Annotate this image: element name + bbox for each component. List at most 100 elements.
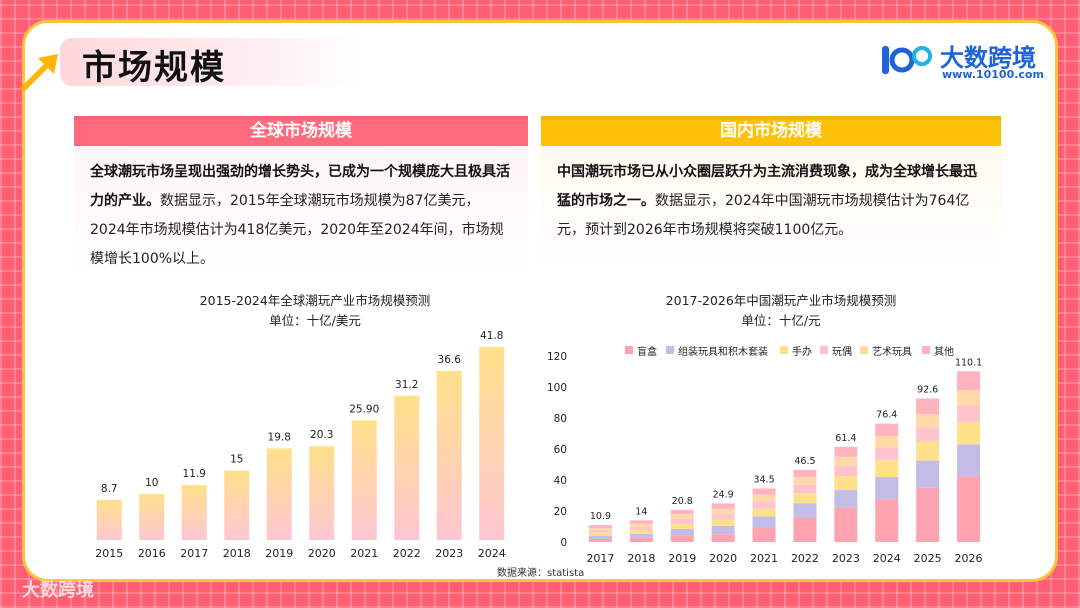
domestic-bar-segment (752, 494, 776, 502)
domestic-bar-segment (916, 414, 940, 428)
domestic-bar-segment (670, 514, 694, 519)
global-bar-label: 15 (230, 454, 243, 466)
domestic-bar-segment (588, 530, 612, 533)
domestic-total-label: 76.4 (876, 410, 897, 421)
global-bar-label: 41.8 (480, 330, 503, 342)
domestic-total-label: 20.8 (672, 496, 693, 507)
domestic-bar-segment (916, 487, 940, 542)
global-bar-label: 20.3 (310, 429, 333, 441)
global-bar-label: 25.90 (349, 403, 379, 415)
domestic-bar-segment (916, 398, 940, 415)
domestic-bar-segment (711, 534, 735, 542)
global-x-tick: 2017 (180, 547, 208, 560)
domestic-bar-segment (957, 444, 981, 477)
global-bar-label: 8.7 (101, 483, 118, 495)
global-bar (394, 395, 420, 540)
global-bar (139, 493, 165, 540)
domestic-bar-segment (834, 446, 858, 457)
domestic-bar-segment (957, 405, 981, 422)
domestic-bar-segment (957, 476, 981, 542)
legend-label: 玩偶 (832, 345, 852, 358)
domestic-bar-segment (629, 533, 653, 538)
watermark: 大数跨境 (22, 580, 94, 601)
domestic-bar-segment (588, 528, 612, 531)
domestic-bar-segment (916, 460, 940, 488)
domestic-x-tick: 2020 (709, 552, 737, 565)
global-bar-label: 11.9 (183, 468, 206, 480)
domestic-bar-segment (834, 507, 858, 542)
domestic-total-label: 110.1 (955, 357, 982, 368)
legend-swatch (820, 346, 828, 354)
domestic-total-label: 24.9 (713, 489, 734, 500)
global-x-tick: 2018 (223, 547, 251, 560)
domestic-bar-segment (670, 518, 694, 524)
legend-swatch (625, 346, 633, 354)
domestic-bar-segment (629, 523, 653, 527)
domestic-bar-segment (629, 526, 653, 530)
domestic-bar-segment (629, 529, 653, 534)
global-bar (224, 470, 250, 540)
domestic-x-tick: 2021 (750, 552, 778, 565)
legend-label: 其他 (934, 345, 954, 358)
legend-swatch (780, 346, 788, 354)
domestic-bar-segment (752, 501, 776, 509)
title-band (60, 38, 360, 86)
logo-icon (882, 46, 932, 74)
domestic-total-label: 46.5 (794, 456, 815, 467)
domestic-bar-segment (875, 435, 899, 448)
domestic-bar-segment (793, 484, 817, 494)
domestic-chart-title: 2017-2026年中国潮玩产业市场规模预测 (665, 293, 897, 308)
domestic-bar-segment (957, 421, 981, 445)
domestic-bar-segment (793, 503, 817, 518)
data-source: 数据来源：statista (497, 568, 585, 579)
global-x-tick: 2016 (138, 547, 166, 560)
legend-label: 组装玩具和积木套装 (678, 345, 768, 358)
domestic-bar-segment (875, 476, 899, 500)
domestic-bar-segment (752, 508, 776, 517)
legend-label: 艺术玩具 (872, 346, 912, 358)
domestic-bar-segment (834, 490, 858, 508)
global-bar (96, 499, 122, 540)
domestic-y-tick: 20 (554, 506, 567, 518)
global-x-tick: 2022 (393, 547, 421, 560)
global-bar (479, 346, 505, 540)
domestic-bar-segment (670, 535, 694, 542)
global-section-header: 全球市场规模 (74, 116, 528, 146)
global-bar (351, 420, 377, 540)
domestic-x-tick: 2024 (873, 552, 901, 565)
domestic-y-tick: 60 (554, 444, 567, 456)
domestic-y-tick: 80 (554, 413, 567, 425)
domestic-x-tick: 2026 (955, 552, 983, 565)
domestic-x-tick: 2023 (832, 552, 860, 565)
domestic-total-label: 61.4 (835, 433, 856, 444)
domestic-description-text: 数据显示，2024年中国潮玩市场规模估计为764亿元，预计到2026年市场规模将… (557, 193, 970, 238)
domestic-bar-segment (670, 528, 694, 536)
domestic-bar-segment (834, 456, 858, 467)
arrow-icon (20, 54, 58, 92)
domestic-x-tick: 2019 (668, 552, 696, 565)
domestic-bar-segment (752, 516, 776, 529)
domestic-total-label: 92.6 (917, 384, 938, 395)
domestic-y-tick: 100 (547, 382, 567, 394)
domestic-description-bold: 中国潮玩市场已从小众圈层跃升为主流消费现象，成为全球增长最迅猛的市场之一。 (557, 164, 977, 209)
domestic-chart-subtitle: 单位：十亿/元 (741, 313, 821, 328)
domestic-description: 中国潮玩市场已从小众圈层跃升为主流消费现象，成为全球增长最迅猛的市场之一。数据显… (541, 146, 1001, 274)
domestic-y-tick: 40 (554, 475, 567, 487)
domestic-x-tick: 2018 (627, 552, 655, 565)
domestic-bar-segment (793, 476, 817, 485)
global-x-tick: 2015 (95, 547, 123, 560)
domestic-x-tick: 2017 (586, 552, 614, 565)
legend-label: 手办 (792, 345, 812, 358)
domestic-bar-segment (793, 517, 817, 542)
domestic-bar-segment (588, 535, 612, 539)
domestic-bar-segment (916, 427, 940, 442)
global-description-bold: 全球潮玩市场呈现出强劲的增长势头，已成为一个规模庞大且极具活力的产业。 (90, 164, 510, 209)
global-x-tick: 2020 (308, 547, 336, 560)
global-x-tick: 2023 (435, 547, 463, 560)
domestic-x-tick: 2022 (791, 552, 819, 565)
domestic-x-tick: 2025 (914, 552, 942, 565)
domestic-bar-segment (629, 520, 653, 524)
domestic-bar-segment (957, 371, 981, 391)
domestic-bar-segment (793, 493, 817, 504)
logo-name: 大数跨境 (940, 44, 1036, 72)
